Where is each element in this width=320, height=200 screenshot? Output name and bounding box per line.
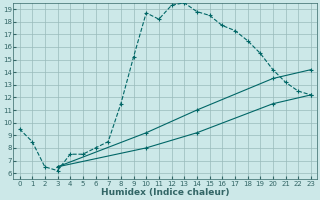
- X-axis label: Humidex (Indice chaleur): Humidex (Indice chaleur): [101, 188, 229, 197]
